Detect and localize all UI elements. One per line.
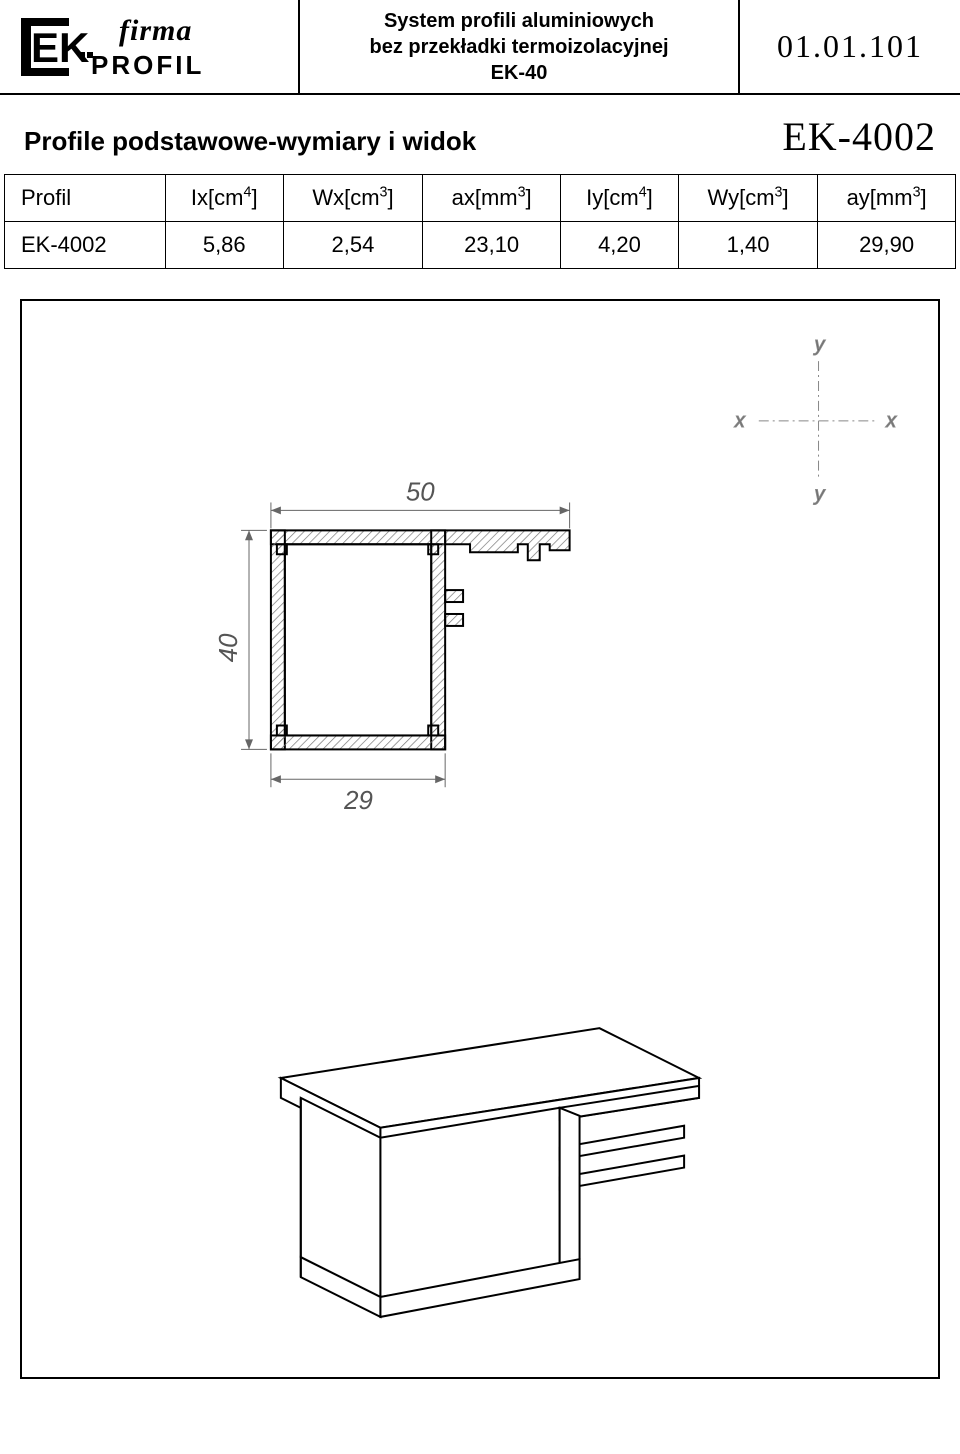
profile-code: EK-4002 xyxy=(782,113,936,160)
title-line-3: EK-40 xyxy=(491,60,548,86)
svg-text:EK: EK xyxy=(31,24,89,71)
svg-text:firma: firma xyxy=(119,14,192,47)
cell-iy: 4,20 xyxy=(561,222,679,269)
properties-table: Profil Ix[cm4] Wx[cm3] ax[mm3] Iy[cm4] W… xyxy=(4,174,956,269)
axis-y-label-top: y xyxy=(813,334,826,356)
axis-x-label-right: x xyxy=(885,410,897,432)
table-row: EK-4002 5,86 2,54 23,10 4,20 1,40 29,90 xyxy=(5,222,956,269)
cell-profil: EK-4002 xyxy=(5,222,166,269)
subtitle-row: Profile podstawowe-wymiary i widok EK-40… xyxy=(0,95,960,174)
col-profil: Profil xyxy=(5,175,166,222)
dim-50: 50 xyxy=(406,478,435,506)
header-title: System profili aluminiowych bez przekład… xyxy=(300,0,740,93)
cell-ax: 23,10 xyxy=(423,222,561,269)
cell-ix: 5,86 xyxy=(165,222,283,269)
cell-wy: 1,40 xyxy=(678,222,817,269)
table-header-row: Profil Ix[cm4] Wx[cm3] ax[mm3] Iy[cm4] W… xyxy=(5,175,956,222)
technical-drawing: x x y y 50 40 29 xyxy=(22,301,938,1377)
col-wx: Wx[cm3] xyxy=(283,175,423,222)
header: EK firma PROFIL System profili aluminiow… xyxy=(0,0,960,95)
col-iy: Iy[cm4] xyxy=(561,175,679,222)
col-ax: ax[mm3] xyxy=(423,175,561,222)
axis-indicator: x x y y xyxy=(734,334,897,505)
svg-text:PROFIL: PROFIL xyxy=(91,50,204,80)
col-wy: Wy[cm3] xyxy=(678,175,817,222)
col-ix: Ix[cm4] xyxy=(165,175,283,222)
col-ay: ay[mm3] xyxy=(818,175,956,222)
cell-ay: 29,90 xyxy=(818,222,956,269)
cell-wx: 2,54 xyxy=(283,222,423,269)
title-line-2: bez przekładki termoizolacyjnej xyxy=(370,34,669,60)
dim-40: 40 xyxy=(215,633,243,662)
dim-29: 29 xyxy=(343,787,373,815)
isometric-view xyxy=(281,1028,699,1317)
ek-profil-logo: EK firma PROFIL xyxy=(19,12,279,82)
axis-y-label-bottom: y xyxy=(813,483,826,505)
title-line-1: System profili aluminiowych xyxy=(384,8,654,34)
axis-x-label-left: x xyxy=(734,410,746,432)
subtitle-text: Profile podstawowe-wymiary i widok xyxy=(24,126,476,157)
page-code: 01.01.101 xyxy=(740,0,960,93)
drawing-frame: x x y y 50 40 29 xyxy=(20,299,940,1379)
cross-section: 50 40 29 xyxy=(215,478,570,815)
logo-cell: EK firma PROFIL xyxy=(0,0,300,93)
